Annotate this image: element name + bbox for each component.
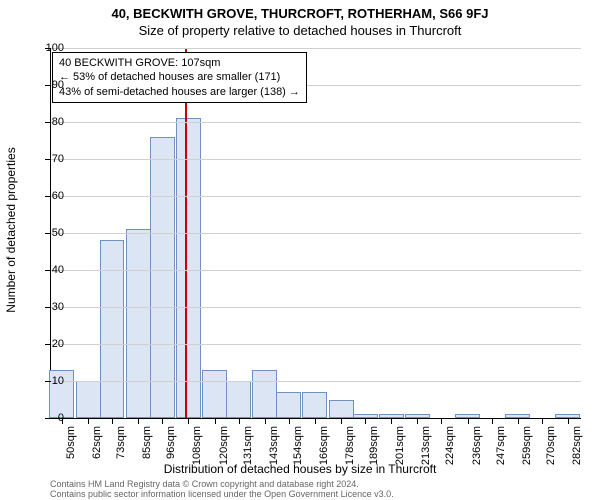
x-tick-label: 50sqm	[65, 426, 77, 466]
y-tick-label: 70	[34, 153, 64, 165]
x-tick	[188, 418, 189, 424]
info-line-1: 40 BECKWITH GROVE: 107sqm	[59, 56, 300, 70]
y-tick-label: 20	[34, 338, 64, 350]
y-tick-label: 50	[34, 227, 64, 239]
x-tick	[215, 418, 216, 424]
y-tick-label: 0	[34, 412, 64, 424]
x-tick-label: 178sqm	[344, 426, 356, 466]
x-tick-label: 189sqm	[368, 426, 380, 466]
x-tick	[542, 418, 543, 424]
x-tick-label: 166sqm	[318, 426, 330, 466]
footer-line-2: Contains public sector information licen…	[50, 490, 394, 500]
y-tick-label: 10	[34, 375, 64, 387]
histogram-bar	[329, 400, 354, 419]
x-tick	[417, 418, 418, 424]
x-tick	[162, 418, 163, 424]
y-tick-label: 60	[34, 190, 64, 202]
gridline	[51, 270, 581, 271]
x-tick	[468, 418, 469, 424]
x-tick	[568, 418, 569, 424]
y-tick-label: 100	[34, 42, 64, 54]
x-tick-label: 282sqm	[571, 426, 583, 466]
x-tick-label: 236sqm	[471, 426, 483, 466]
x-tick	[315, 418, 316, 424]
x-tick	[265, 418, 266, 424]
attribution-footer: Contains HM Land Registry data © Crown c…	[50, 480, 394, 500]
histogram-bar	[150, 137, 175, 418]
info-box: 40 BECKWITH GROVE: 107sqm ← 53% of detac…	[52, 52, 307, 103]
histogram-bar	[202, 370, 227, 418]
x-tick-label: 108sqm	[191, 426, 203, 466]
x-tick-label: 143sqm	[268, 426, 280, 466]
x-tick-label: 85sqm	[141, 426, 153, 466]
histogram-bar	[302, 392, 327, 418]
histogram-bar	[100, 240, 125, 418]
x-tick	[492, 418, 493, 424]
plot-area	[50, 48, 581, 419]
gridline	[51, 307, 581, 308]
histogram-bar	[252, 370, 277, 418]
histogram-bar	[176, 118, 201, 418]
gridline	[51, 344, 581, 345]
x-tick-label: 247sqm	[495, 426, 507, 466]
chart-subtitle: Size of property relative to detached ho…	[0, 21, 600, 38]
x-tick	[289, 418, 290, 424]
x-tick	[391, 418, 392, 424]
x-tick-label: 213sqm	[420, 426, 432, 466]
x-tick	[441, 418, 442, 424]
info-line-3: 43% of semi-detached houses are larger (…	[59, 85, 300, 99]
x-tick	[88, 418, 89, 424]
gridline	[51, 48, 581, 49]
chart-container: 40, BECKWITH GROVE, THURCROFT, ROTHERHAM…	[0, 0, 600, 500]
gridline	[51, 196, 581, 197]
x-tick-label: 224sqm	[444, 426, 456, 466]
gridline	[51, 122, 581, 123]
y-tick-label: 30	[34, 301, 64, 313]
x-tick	[341, 418, 342, 424]
gridline	[51, 159, 581, 160]
x-tick-label: 154sqm	[292, 426, 304, 466]
gridline	[51, 381, 581, 382]
x-tick-label: 96sqm	[165, 426, 177, 466]
x-tick-label: 131sqm	[242, 426, 254, 466]
y-tick-label: 40	[34, 264, 64, 276]
address-title: 40, BECKWITH GROVE, THURCROFT, ROTHERHAM…	[0, 0, 600, 21]
x-tick-label: 120sqm	[218, 426, 230, 466]
x-tick-label: 201sqm	[394, 426, 406, 466]
x-tick-label: 73sqm	[115, 426, 127, 466]
x-tick	[239, 418, 240, 424]
x-tick	[365, 418, 366, 424]
histogram-bar	[76, 381, 101, 418]
histogram-bar	[276, 392, 301, 418]
gridline	[51, 233, 581, 234]
histogram-bar	[226, 381, 251, 418]
y-tick-label: 80	[34, 116, 64, 128]
x-tick	[518, 418, 519, 424]
x-tick	[138, 418, 139, 424]
info-line-2: ← 53% of detached houses are smaller (17…	[59, 70, 300, 84]
x-tick	[112, 418, 113, 424]
histogram-bar	[126, 229, 151, 418]
x-tick-label: 62sqm	[91, 426, 103, 466]
x-tick-label: 270sqm	[545, 426, 557, 466]
y-axis-title: Number of detached properties	[4, 147, 18, 312]
y-tick-label: 90	[34, 79, 64, 91]
x-tick-label: 259sqm	[521, 426, 533, 466]
